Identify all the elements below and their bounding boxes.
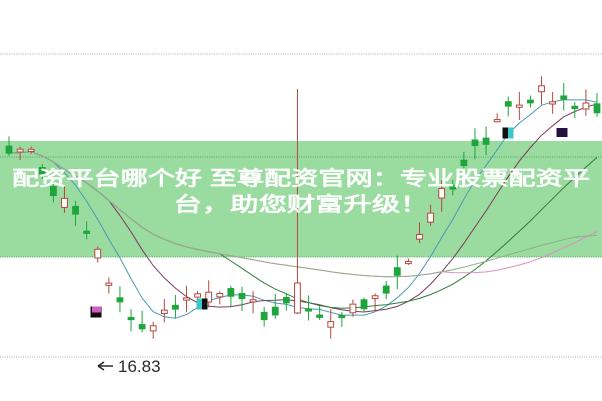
svg-text:16.83: 16.83 [118, 357, 161, 376]
svg-text:台，助您财富升级！: 台，助您财富升级！ [174, 192, 429, 216]
svg-text:配资平台哪个好 至尊配资官网：专业股票配资平: 配资平台哪个好 至尊配资官网：专业股票配资平 [12, 166, 590, 190]
